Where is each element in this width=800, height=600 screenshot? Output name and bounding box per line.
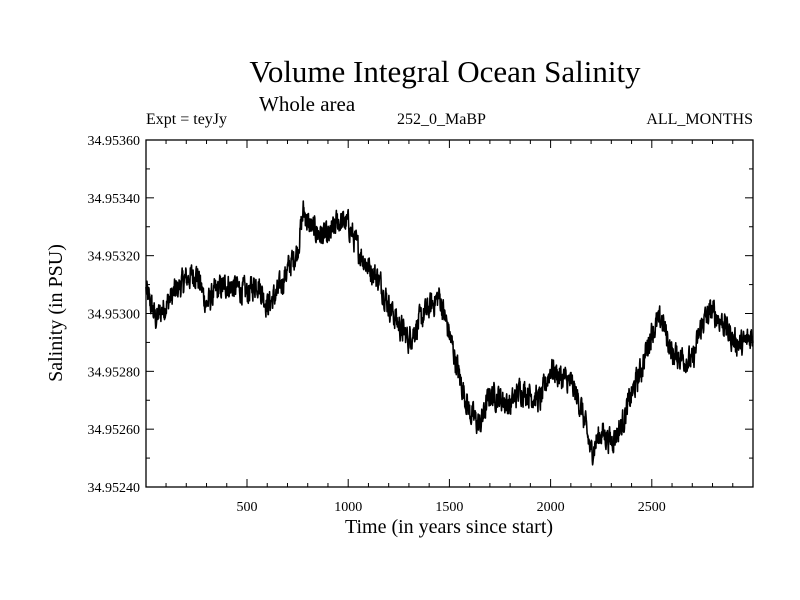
y-tick-label: 34.95360: [88, 134, 141, 149]
chart-title: Volume Integral Ocean Salinity: [249, 54, 641, 89]
y-tick-label: 34.95240: [88, 481, 141, 496]
x-tick-label: 2000: [537, 500, 565, 515]
y-tick-label: 34.95300: [88, 308, 141, 323]
x-tick-label: 1500: [435, 500, 463, 515]
y-axis-label: Salinity (in PSU): [45, 244, 67, 382]
chart-subtitle: Whole area: [259, 92, 356, 116]
x-axis-label: Time (in years since start): [345, 516, 553, 538]
series-line-salinity: [145, 200, 754, 466]
y-tick-label: 34.95320: [88, 250, 141, 265]
y-tick-label: 34.95260: [88, 423, 141, 438]
plot-frame: [145, 139, 754, 488]
x-tick-label: 500: [236, 500, 257, 515]
experiment-label: Expt = teyJy: [146, 111, 228, 128]
x-tick-label: 2500: [638, 500, 666, 515]
months-label: ALL_MONTHS: [646, 111, 753, 128]
y-tick-label: 34.95340: [88, 192, 141, 207]
run-label: 252_0_MaBP: [397, 111, 486, 128]
x-tick-label: 1000: [334, 500, 362, 515]
y-tick-label: 34.95280: [88, 365, 141, 380]
